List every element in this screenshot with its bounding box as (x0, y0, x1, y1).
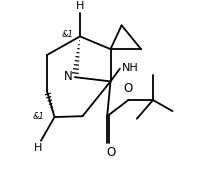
Text: H: H (76, 1, 84, 11)
Text: O: O (106, 146, 115, 159)
Text: &1: &1 (61, 30, 73, 39)
Text: &1: &1 (32, 112, 44, 121)
Text: NH: NH (122, 63, 138, 73)
Text: H: H (34, 143, 43, 153)
Text: N: N (64, 70, 73, 83)
Text: O: O (123, 82, 133, 95)
